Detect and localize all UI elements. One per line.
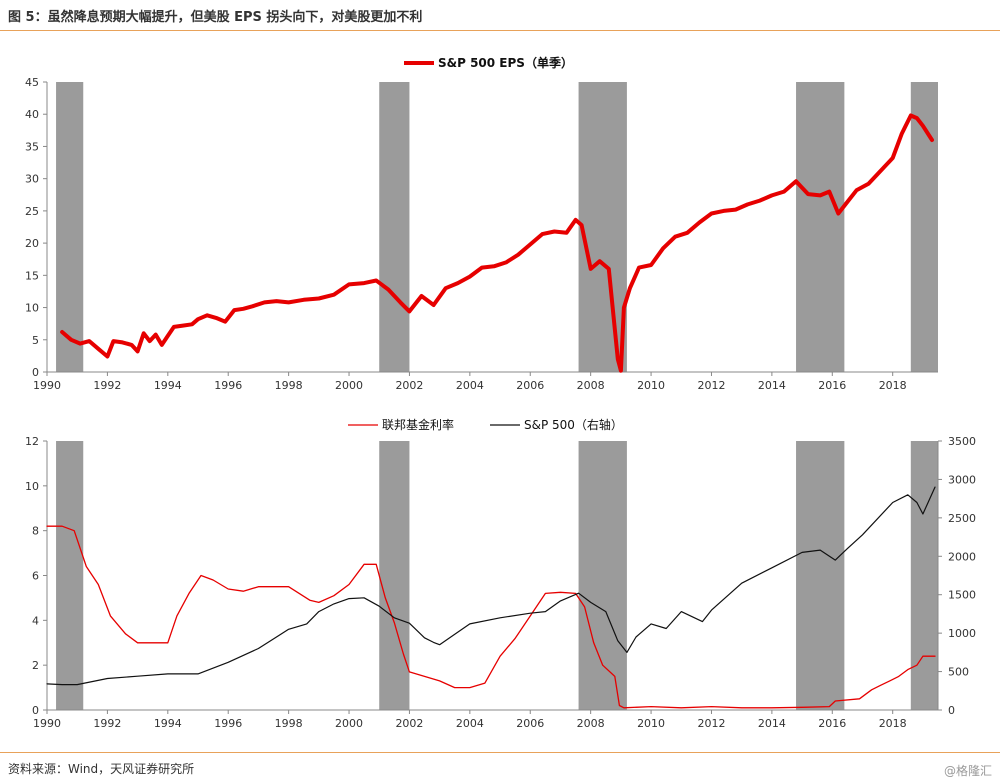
y-right-tick-label: 0 — [948, 704, 955, 717]
legend-label: S&P 500 EPS（单季） — [438, 55, 573, 70]
y-right-tick-label: 3000 — [948, 473, 976, 486]
legend-label: S&P 500（右轴） — [524, 417, 623, 432]
y-tick-label: 45 — [25, 76, 39, 89]
shaded-period — [56, 82, 84, 372]
x-tick-label: 1994 — [154, 717, 182, 730]
x-tick-label: 1996 — [214, 379, 242, 392]
watermark: @格隆汇 — [943, 764, 992, 778]
y-tick-label: 4 — [32, 614, 39, 627]
x-tick-label: 2014 — [758, 717, 786, 730]
x-tick-label: 2008 — [577, 379, 605, 392]
x-tick-label: 2000 — [335, 379, 363, 392]
y-tick-label: 40 — [25, 108, 39, 121]
y-tick-label: 15 — [25, 269, 39, 282]
x-tick-label: 1998 — [275, 717, 303, 730]
x-tick-label: 2006 — [516, 717, 544, 730]
x-tick-label: 1994 — [154, 379, 182, 392]
x-tick-label: 1996 — [214, 717, 242, 730]
x-tick-label: 2004 — [456, 379, 484, 392]
x-tick-label: 2002 — [395, 379, 423, 392]
series-line — [46, 486, 936, 686]
y-tick-label: 8 — [32, 525, 39, 538]
y-tick-label: 0 — [32, 366, 39, 379]
x-tick-label: 2000 — [335, 717, 363, 730]
series-line — [46, 525, 936, 709]
x-tick-label: 1992 — [93, 717, 121, 730]
bottom-rule — [0, 752, 1000, 753]
y-tick-label: 5 — [32, 334, 39, 347]
x-tick-label: 2012 — [697, 379, 725, 392]
y-tick-label: 35 — [25, 140, 39, 153]
x-tick-label: 2004 — [456, 717, 484, 730]
y-tick-label: 0 — [32, 704, 39, 717]
y-tick-label: 2 — [32, 659, 39, 672]
source-note: 资料来源：Wind，天风证券研究所 — [8, 762, 195, 776]
shaded-period — [796, 441, 845, 710]
x-tick-label: 2016 — [818, 717, 846, 730]
shaded-period — [56, 441, 84, 710]
x-tick-label: 2014 — [758, 379, 786, 392]
y-right-tick-label: 500 — [948, 666, 969, 679]
y-tick-label: 30 — [25, 173, 39, 186]
x-tick-label: 2012 — [697, 717, 725, 730]
x-tick-label: 1990 — [33, 717, 61, 730]
y-right-tick-label: 1000 — [948, 627, 976, 640]
top-rule — [0, 30, 1000, 31]
x-tick-label: 2018 — [879, 379, 907, 392]
y-right-tick-label: 2000 — [948, 550, 976, 563]
x-tick-label: 1990 — [33, 379, 61, 392]
x-tick-label: 2018 — [879, 717, 907, 730]
shaded-period — [578, 441, 627, 710]
y-tick-label: 25 — [25, 205, 39, 218]
x-tick-label: 2010 — [637, 379, 665, 392]
x-tick-label: 2010 — [637, 717, 665, 730]
legend-label: 联邦基金利率 — [382, 417, 454, 432]
shaded-period — [379, 82, 410, 372]
shaded-period — [578, 82, 627, 372]
y-tick-label: 6 — [32, 570, 39, 583]
y-right-tick-label: 2500 — [948, 512, 976, 525]
x-tick-label: 1998 — [275, 379, 303, 392]
x-tick-label: 2002 — [395, 717, 423, 730]
x-tick-label: 1992 — [93, 379, 121, 392]
x-tick-label: 2016 — [818, 379, 846, 392]
x-tick-label: 2008 — [577, 717, 605, 730]
y-right-tick-label: 3500 — [948, 435, 976, 448]
shaded-period — [910, 441, 938, 710]
y-tick-label: 20 — [25, 237, 39, 250]
rate-index-chart: 1990 1992 1994 1996 1998 2000 2002 2004 2006 2008… — [25, 417, 976, 730]
y-right-tick-label: 1500 — [948, 589, 976, 602]
figure-title: 图 5：虽然降息预期大幅提升，但美股 EPS 拐头向下，对美股更加不利 — [8, 10, 423, 25]
eps-chart: 1990 1992 1994 1996 1998 2000 2002 2004 2006 2008… — [25, 55, 938, 392]
x-tick-label: 2006 — [516, 379, 544, 392]
series-line — [60, 113, 934, 373]
shaded-period — [379, 441, 410, 710]
y-tick-label: 12 — [25, 435, 39, 448]
shaded-period — [796, 82, 845, 372]
y-tick-label: 10 — [25, 480, 39, 493]
y-tick-label: 10 — [25, 302, 39, 315]
